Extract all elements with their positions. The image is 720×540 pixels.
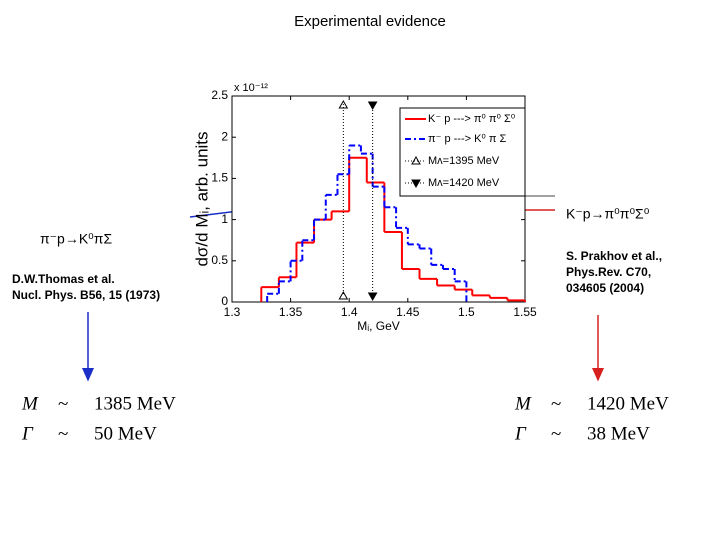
- y-tick-label: 0: [221, 294, 228, 308]
- formula: ~: [58, 423, 68, 444]
- x-tick-label: 1.3: [224, 305, 241, 319]
- formula: Γ: [514, 423, 527, 444]
- x-tick-label: 1.55: [513, 305, 537, 319]
- formula: ~: [551, 423, 561, 444]
- right-reaction: K⁻p→π⁰π⁰Σ⁰: [566, 206, 650, 222]
- legend-label: K⁻ p ---> π⁰ π⁰ Σ⁰: [428, 113, 516, 125]
- formula: 1420 MeV: [587, 393, 669, 414]
- right-reference: 034605 (2004): [566, 281, 644, 295]
- formula: M: [514, 393, 532, 414]
- x-axis-label: Mᵢ, GeV: [357, 319, 400, 333]
- left-reaction: π⁻p→K⁰πΣ: [40, 231, 112, 247]
- marker-symbol: [338, 290, 349, 300]
- formula: Γ: [21, 423, 34, 444]
- legend-symbol: [411, 155, 421, 165]
- x-tick-label: 1.35: [279, 305, 303, 319]
- legend-label: π⁻ p ---> K⁰ π Σ: [428, 133, 507, 145]
- legend-box: [399, 107, 526, 197]
- marker-symbol: [367, 101, 378, 111]
- legend-label: Mᴧ=1420 MeV: [428, 177, 500, 189]
- formula: 50 MeV: [94, 423, 157, 444]
- formula: ~: [58, 393, 68, 414]
- formula: M: [21, 393, 39, 414]
- legend-label: Mᴧ=1395 MeV: [428, 155, 500, 167]
- x-tick-label: 1.45: [396, 305, 420, 319]
- formula: 1385 MeV: [94, 393, 176, 414]
- y-tick-label: 1: [221, 212, 228, 226]
- formula: ~: [551, 393, 561, 414]
- left-reference: Nucl. Phys. B56, 15 (1973): [12, 288, 160, 302]
- left-reference: D.W.Thomas et al.: [12, 272, 115, 286]
- axis-exponent: x 10⁻¹²: [234, 82, 268, 94]
- marker-symbol: [338, 99, 349, 109]
- y-tick-label: 1.5: [211, 171, 228, 185]
- right-reference: Phys.Rev. C70,: [566, 265, 651, 279]
- legend-symbol: [411, 179, 421, 189]
- x-tick-label: 1.5: [458, 305, 475, 319]
- x-tick-label: 1.4: [341, 305, 358, 319]
- y-tick-label: 2.5: [211, 88, 228, 102]
- right-reference: S. Prakhov et al.,: [566, 249, 662, 263]
- formula: 38 MeV: [587, 423, 650, 444]
- y-axis-label: dσ/d Mᵢ, arb. units: [192, 131, 211, 266]
- y-tick-label: 2: [221, 129, 228, 143]
- marker-symbol: [367, 292, 378, 302]
- slide-title: Experimental evidence: [294, 13, 446, 30]
- y-tick-label: 0.5: [211, 253, 228, 267]
